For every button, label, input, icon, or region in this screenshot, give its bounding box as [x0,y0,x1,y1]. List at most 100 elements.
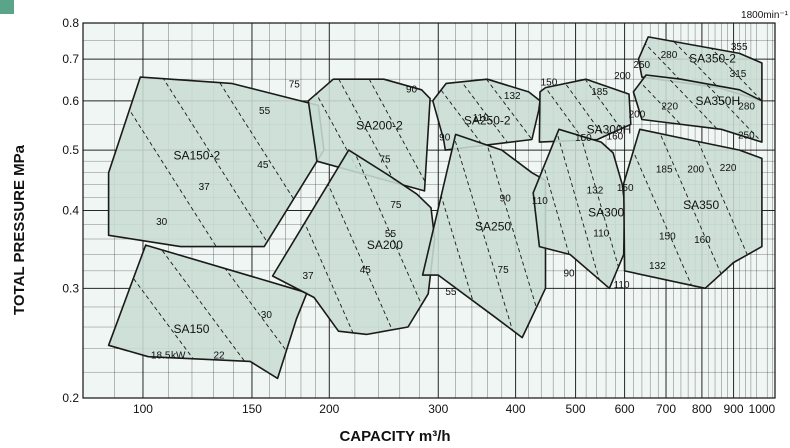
motor-boundary-line [657,129,728,289]
kw-label: 45 [257,160,269,171]
x-tick-label: 500 [566,402,586,416]
kw-label: kW [171,350,186,361]
kw-label: 110 [532,196,548,207]
motor-boundary-line [623,129,694,289]
speed-note: 1800min⁻¹ [741,10,789,21]
kw-label: 110 [614,280,630,291]
x-tick-label: 400 [506,402,526,416]
kw-label: 90 [406,84,418,95]
kw-label: 75 [289,79,301,90]
kw-label: 37 [302,271,314,282]
motor-boundary-line [539,79,586,143]
motor-boundary-line [215,77,324,247]
kw-label: 90 [563,269,575,280]
kw-label: 250 [738,130,755,141]
motor-boundary-line [669,36,732,101]
motor-boundary-line [432,79,487,151]
x-tick-label: 600 [615,402,635,416]
y-tick-label: 0.4 [62,204,79,218]
motor-boundary-line [162,77,271,247]
kw-label: 160 [694,235,711,246]
motor-boundary-line [483,134,546,338]
kw-label: 75 [498,265,510,276]
region-label-sa350h: SA350H [695,94,740,108]
kw-label: 150 [541,77,558,88]
kw-label: 110 [593,228,609,239]
motor-boundary-line [486,79,540,151]
y-tick-label: 0.2 [62,391,79,405]
x-tick-label: 100 [133,402,153,416]
y-tick-label: 0.7 [62,52,79,66]
kw-label: 45 [360,265,372,276]
plot-frame [82,22,776,399]
motor-power-labels: 75 55 45 37 30 37 30 22 18.5 kW 90 75 75 55 45 132 110 90… [151,42,756,361]
axis-ticks: 100 150 200 300 400 500 600 700 800 900 1000 0.2 0.3… [62,16,775,416]
region-area [107,244,308,380]
motor-boundary-line [638,36,701,101]
y-axis-title: TOTAL PRESSURE MPa [11,144,28,315]
region-label-sa250-2: SA250-2 [464,113,511,127]
region-label-sa200: SA200 [367,238,403,252]
kw-label: 200 [614,71,631,82]
region-sa350h [632,74,763,143]
region-label-sa150-2: SA150-2 [173,149,220,163]
kw-label: 37 [199,182,211,193]
kw-label: 355 [731,42,748,53]
region-label-sa350-2: SA350-2 [689,51,736,65]
x-tick-label: 800 [692,402,712,416]
motor-boundary-line [353,150,435,335]
region-label-sa300h: SA300H [587,122,632,136]
kw-label: 200 [687,165,704,176]
motor-boundary-line [368,79,431,191]
motor-boundary-line [692,129,762,289]
region-sa350 [622,128,763,290]
kw-label: 280 [738,101,755,112]
kw-label: 132 [504,91,521,102]
x-tick-label: 150 [242,402,262,416]
y-tick-label: 0.6 [62,94,79,108]
kw-label: 150 [575,133,592,144]
kw-label: 220 [720,163,737,174]
kw-label: 110 [473,113,489,124]
region-area [632,74,763,143]
kw-label: 55 [259,106,271,117]
kw-label: 55 [445,287,457,298]
x-tick-label: 1000 [749,402,776,416]
kw-label: 90 [500,193,512,204]
kw-label: 30 [156,217,168,228]
motor-boundary-line [697,75,762,143]
kw-label: 220 [661,101,678,112]
kw-label: 90 [439,132,451,143]
kw-label: 250 [633,60,650,71]
model-regions [107,36,763,380]
motor-boundary-line [312,150,395,335]
kw-label: 185 [656,165,673,176]
motor-boundary-line [561,79,609,143]
kw-label: 315 [730,69,747,80]
kw-label: 200 [629,110,646,121]
corner-tab [0,0,14,14]
y-tick-label: 0.3 [62,281,79,295]
x-axis-title: CAPACITY m³/h [339,428,450,445]
kw-label: 150 [659,231,676,242]
kw-label: 132 [649,261,666,272]
region-label-sa200-2: SA200-2 [356,118,403,132]
motor-boundary-line [459,79,514,151]
kw-label: 150 [617,183,634,194]
region-sa150 [107,244,308,380]
kw-label: 75 [379,154,391,165]
region-label-sa300: SA300 [588,206,624,220]
kw-label: 132 [587,186,604,197]
motor-boundary-line [108,77,217,247]
kw-label: 160 [607,131,624,142]
region-label-sa250: SA250 [475,220,511,234]
motor-boundary-line [272,150,355,335]
x-tick-label: 200 [319,402,339,416]
region-labels: SA150-2 SA150 SA200-2 SA200 SA250-2 SA250 SA30… [173,51,740,336]
motor-boundary-line [338,79,401,191]
motor-boundary-line [452,134,516,338]
kw-label: 30 [261,310,273,321]
x-tick-label: 700 [656,402,676,416]
region-label-sa350: SA350 [683,198,719,212]
